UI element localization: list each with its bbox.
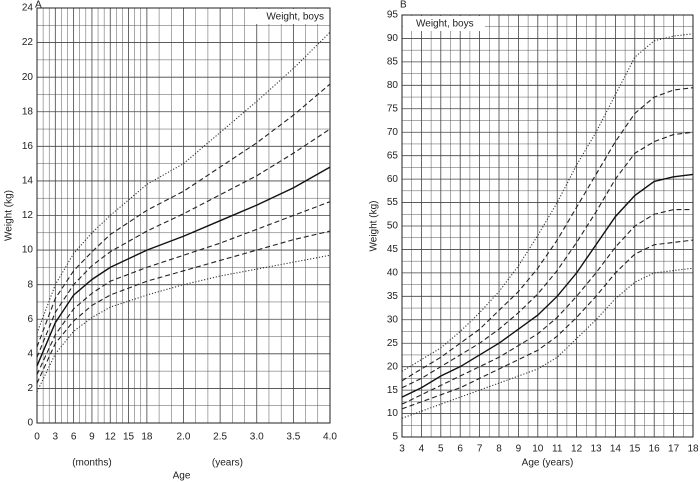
- centile-line: [36, 31, 331, 334]
- x-tick-label: 11: [552, 444, 563, 455]
- annotation: Weight, boys: [416, 19, 474, 30]
- y-tick-label: 60: [387, 174, 399, 185]
- y-tick-label: 8: [27, 279, 33, 290]
- x-tick-label: 12: [571, 444, 583, 455]
- y-tick-label: 50: [387, 221, 399, 232]
- y-tick-label: 80: [387, 80, 399, 91]
- y-tick-label: 65: [387, 150, 399, 161]
- y-tick-label: 18: [22, 106, 34, 117]
- x-tick-label: 6: [71, 432, 77, 443]
- x-tick-label: 14: [610, 444, 622, 455]
- y-axis-label: Weight (kg): [4, 190, 15, 241]
- x-tick-label: 3: [399, 444, 405, 455]
- centile-line: [401, 33, 694, 372]
- x-tick-label: 16: [649, 444, 661, 455]
- y-tick-label: 2: [27, 383, 33, 394]
- centile-line: [36, 201, 331, 375]
- centile-line: [401, 131, 694, 389]
- y-tick-label: 90: [387, 33, 399, 44]
- x-tick-label: 3: [53, 432, 59, 443]
- x-tick-label: 18: [141, 432, 153, 443]
- y-tick-label: 10: [387, 408, 399, 419]
- x-tick-label: 4.0: [323, 432, 337, 443]
- x-unit-label: (months): [72, 458, 111, 469]
- x-axis-label: Age (years): [522, 458, 574, 469]
- y-tick-label: 24: [22, 3, 34, 14]
- x-tick-label: 7: [477, 444, 483, 455]
- y-tick-label: 25: [387, 338, 399, 349]
- centile-line: [36, 230, 331, 384]
- x-tick-label: 2.0: [177, 432, 191, 443]
- y-tick-label: 6: [27, 314, 33, 325]
- x-axis-label: Age: [173, 471, 191, 482]
- x-tick-label: 9: [89, 432, 95, 443]
- annotation-box: [246, 9, 329, 24]
- y-tick-label: 14: [22, 176, 34, 187]
- x-tick-label: 15: [123, 432, 135, 443]
- y-tick-label: 75: [387, 103, 399, 114]
- x-tick-label: 15: [629, 444, 641, 455]
- centile-line: [401, 267, 694, 419]
- x-tick-label: 5: [438, 444, 444, 455]
- x-unit-label: (years): [212, 458, 243, 469]
- x-tick-label: 13: [590, 444, 602, 455]
- centile-line: [401, 173, 694, 398]
- plot-frame: [36, 7, 331, 424]
- centile-line: [401, 87, 694, 382]
- x-tick-label: 0: [34, 432, 40, 443]
- plot-frame: [401, 14, 694, 438]
- x-tick-label: 4: [419, 444, 425, 455]
- x-tick-label: 9: [516, 444, 522, 455]
- y-tick-label: 12: [22, 210, 34, 221]
- y-tick-label: 30: [387, 314, 399, 325]
- y-tick-label: 20: [387, 361, 399, 372]
- annotation: Weight, boys: [266, 12, 324, 23]
- centile-line: [36, 83, 331, 348]
- centile-line: [36, 166, 331, 367]
- y-tick-label: 15: [387, 385, 399, 396]
- y-tick-label: 16: [22, 141, 34, 152]
- x-tick-label: 3.5: [286, 432, 300, 443]
- y-tick-label: 4: [27, 348, 33, 359]
- centile-line: [401, 239, 694, 410]
- y-tick-label: 55: [387, 197, 399, 208]
- x-tick-label: 17: [668, 444, 680, 455]
- y-tick-label: 70: [387, 127, 399, 138]
- x-tick-label: 8: [496, 444, 502, 455]
- x-tick-label: 12: [105, 432, 117, 443]
- y-axis-label: Weight (kg): [369, 201, 380, 252]
- y-tick-label: 0: [27, 418, 33, 429]
- panel-label: A: [35, 0, 42, 11]
- x-tick-label: 2.5: [213, 432, 227, 443]
- x-tick-label: 18: [687, 444, 699, 455]
- y-tick-label: 40: [387, 268, 399, 279]
- y-tick-label: 85: [387, 57, 399, 68]
- panel-label: B: [400, 0, 407, 11]
- y-tick-label: 20: [22, 72, 34, 83]
- y-tick-label: 45: [387, 244, 399, 255]
- x-tick-label: 3.0: [250, 432, 264, 443]
- x-tick-label: 10: [532, 444, 544, 455]
- x-tick-label: 6: [457, 444, 463, 455]
- y-tick-label: 10: [22, 245, 34, 256]
- annotation-box: [403, 16, 485, 31]
- y-tick-label: 95: [387, 10, 399, 21]
- y-tick-label: 5: [392, 432, 398, 443]
- y-tick-label: 22: [22, 37, 34, 48]
- centile-line: [36, 254, 331, 393]
- y-tick-label: 35: [387, 291, 399, 302]
